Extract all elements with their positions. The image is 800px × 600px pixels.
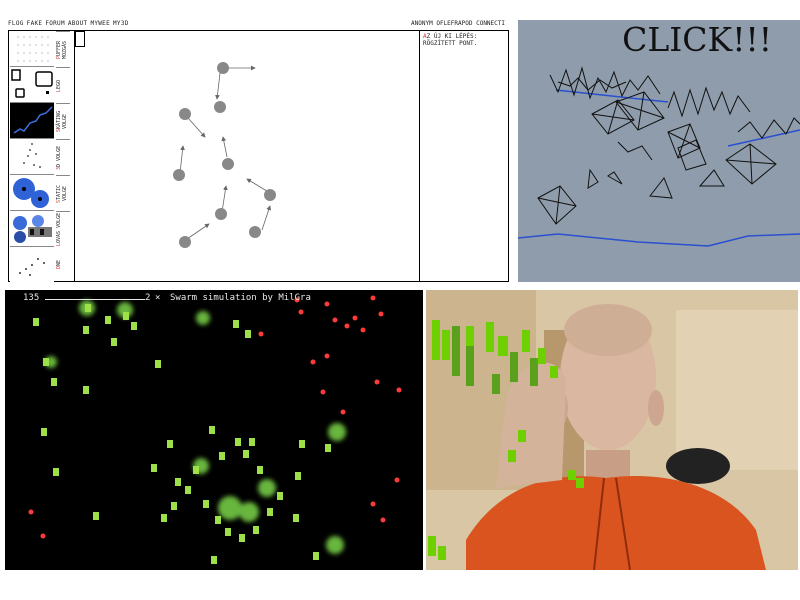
nav-link-connecti[interactable]: CONNECTI: [476, 20, 505, 27]
canvas-scroll-handle[interactable]: [75, 31, 85, 47]
physics-node[interactable]: [173, 169, 185, 181]
swarm-simulation-window[interactable]: 135 2 × Swarm simulation by MilGra: [5, 290, 423, 570]
swarm-slider-track[interactable]: [45, 299, 145, 300]
nav-link-mywee[interactable]: MYWEE: [90, 20, 110, 27]
physics-node[interactable]: [215, 208, 227, 220]
physics-node[interactable]: [214, 101, 226, 113]
physics-node[interactable]: [264, 189, 276, 201]
swarm-close-icon[interactable]: ×: [155, 293, 161, 303]
nav-link-anonym[interactable]: ANONYM: [411, 20, 433, 27]
sidebar-label-3d[interactable]: 3D VOLGE: [56, 139, 70, 175]
thumb-lovas[interactable]: [10, 211, 54, 247]
swarm-count: 135: [23, 293, 40, 303]
nav-link-oflefrapod[interactable]: OFLEFRAPOD: [436, 20, 473, 27]
sidebar-label-lovas[interactable]: LOVAS VOLGE: [56, 211, 70, 247]
top-nav: FLOG FAKE FORUM ABOUT MYWEE MY3D: [8, 18, 132, 30]
physics-node[interactable]: [179, 108, 191, 120]
app-frame: PUFFER MOZGÁS LEGO SKÁTING VOLGE: [8, 30, 509, 282]
click3d-window[interactable]: CLICK!!!: [518, 20, 800, 282]
thumb-lego[interactable]: [10, 67, 54, 103]
swarm-canvas[interactable]: [5, 290, 423, 570]
thumb-dne[interactable]: [10, 247, 54, 282]
sidebar: PUFFER MOZGÁS LEGO SKÁTING VOLGE: [9, 31, 75, 282]
sidebar-label-dne[interactable]: DNE: [56, 259, 62, 270]
webcam-feed[interactable]: [426, 290, 798, 570]
nav-link-flog[interactable]: FLOG: [8, 20, 24, 27]
nav-link-my3d[interactable]: MY3D: [113, 20, 129, 27]
nav-link-fake[interactable]: FAKE: [26, 20, 43, 27]
nav-link-forum[interactable]: FORUM: [45, 20, 65, 27]
thumb-puffer[interactable]: [10, 31, 54, 67]
physics-canvas[interactable]: [75, 31, 418, 281]
physics-app-window: FLOG FAKE FORUM ABOUT MYWEE MY3D ANONYM OFLEF…: [8, 18, 509, 282]
sidebar-label-static[interactable]: STATIC VOLGE: [56, 175, 70, 211]
right-nav: ANONYM OFLEFRAPOD CONNECTI: [411, 18, 505, 30]
sidebar-label-skating[interactable]: SKÁTING VOLGE: [56, 103, 70, 139]
wireframe-scene[interactable]: [518, 20, 800, 282]
sidebar-label-lego[interactable]: LEGO: [56, 67, 70, 103]
thumb-3d[interactable]: [10, 139, 54, 175]
swarm-title: Swarm simulation by MilGra: [170, 293, 311, 303]
sidebar-label-puffer[interactable]: PUFFER MOZGÁS: [56, 31, 70, 67]
physics-node[interactable]: [249, 226, 261, 238]
info-panel: AZ ÚJ KI LÉPÉS: RÖGZÍTETT PONT.: [419, 31, 508, 281]
thumb-skating[interactable]: [10, 103, 54, 139]
thumb-static[interactable]: [10, 175, 54, 211]
physics-node[interactable]: [179, 236, 191, 248]
webcam-window[interactable]: [426, 290, 798, 570]
swarm-speed: 2: [145, 293, 151, 303]
physics-node[interactable]: [217, 62, 229, 74]
nav-link-about[interactable]: ABOUT: [67, 20, 88, 27]
click-title: CLICK!!!: [622, 20, 772, 59]
physics-node[interactable]: [222, 158, 234, 170]
